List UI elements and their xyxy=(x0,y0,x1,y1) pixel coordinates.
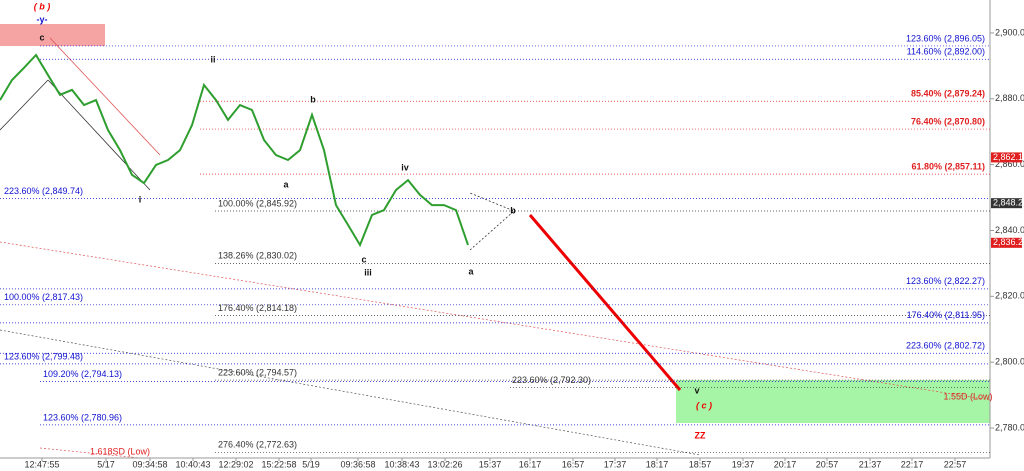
projection-arrow xyxy=(528,214,682,391)
wave-label: ZZ xyxy=(695,430,706,440)
fib-label: 100.00% (2,817.43) xyxy=(4,292,83,302)
target-zone-top xyxy=(0,24,105,46)
fib-label: 223.60% (2,794.57) xyxy=(218,367,297,377)
channel-line xyxy=(47,79,151,191)
wave-label: 1.618SD (Low) xyxy=(90,446,150,456)
fib-label: 109.20% (2,794.13) xyxy=(43,369,122,379)
channel-line xyxy=(49,37,161,156)
x-tick-label: 19:37 xyxy=(732,459,755,469)
fib-label: 138.26% (2,830.02) xyxy=(218,251,297,261)
wave-label: c xyxy=(361,254,366,264)
y-tick-label: 2,900.00 xyxy=(995,27,1024,37)
wave-label: v xyxy=(694,385,699,395)
x-tick-label: 10:40:43 xyxy=(175,459,210,469)
wave-label: b xyxy=(510,205,516,215)
wave-label: 1.55D (Low) xyxy=(943,391,992,401)
trend-line xyxy=(0,241,991,401)
x-tick-label: 15:22:58 xyxy=(261,459,296,469)
fib-label: 76.40% (2,870.80) xyxy=(911,116,985,126)
price-tag-label: 2,848.29 xyxy=(993,198,1024,208)
x-tick-label: 10:38:43 xyxy=(384,459,419,469)
channel-line xyxy=(0,79,49,131)
price-tag xyxy=(991,198,1022,209)
x-tick-label: 15:37 xyxy=(479,459,502,469)
x-tick-label: 09:34:58 xyxy=(132,459,167,469)
y-tick-label: 2,860.00 xyxy=(995,159,1024,169)
price-tag-label: 2,862.19 xyxy=(993,152,1024,162)
fib-label: 176.40% (2,814.18) xyxy=(218,303,297,313)
x-tick-label: 21:37 xyxy=(859,459,882,469)
x-tick-label: 16:17 xyxy=(519,459,542,469)
wave-label: b xyxy=(310,94,316,104)
fib-label: 223.60% (2,802.72) xyxy=(906,341,985,351)
trend-line xyxy=(0,329,701,456)
y-tick-label: 2,840.00 xyxy=(995,225,1024,235)
x-tick-label: 20:17 xyxy=(774,459,797,469)
x-tick-label: 12:29:02 xyxy=(218,459,253,469)
x-tick-label: 16:57 xyxy=(562,459,585,469)
y-tick-label: 2,780.00 xyxy=(995,422,1024,432)
x-tick-label: 18:17 xyxy=(646,459,669,469)
x-tick-label: 22:17 xyxy=(901,459,924,469)
trend-line xyxy=(39,447,141,459)
fib-label: 123.60% (2,822.27) xyxy=(906,276,985,286)
fib-label: 61.80% (2,857.11) xyxy=(911,162,985,172)
wave-label: ii xyxy=(210,54,215,64)
wave-label: iv xyxy=(401,162,409,172)
price-tag xyxy=(991,237,1022,248)
fib-label: 123.60% (2,799.48) xyxy=(4,351,83,361)
fib-label: 100.00% (2,845.92) xyxy=(218,198,297,208)
x-tick-label: 22:57 xyxy=(944,459,967,469)
x-tick-label: 09:36:58 xyxy=(340,459,375,469)
x-tick-label: 18:57 xyxy=(689,459,712,469)
price-tag xyxy=(991,152,1022,163)
x-tick-label: 12:47:55 xyxy=(24,459,59,469)
x-tick-label: 20:57 xyxy=(816,459,839,469)
fib-label: 85.40% (2,879.24) xyxy=(911,89,985,99)
price-line xyxy=(0,53,469,248)
wave-label: c xyxy=(39,32,44,42)
fib-label: 176.40% (2,811.95) xyxy=(907,310,985,320)
x-tick-label: 5/19 xyxy=(302,459,320,469)
y-tick-label: 2,800.00 xyxy=(995,357,1024,367)
y-tick-label: 2,880.00 xyxy=(995,93,1024,103)
fib-label: 223.60% (2,849.74) xyxy=(4,186,83,196)
fib-label: 123.60% (2,780.96) xyxy=(43,412,122,422)
wave-label: ( c ) xyxy=(696,400,712,410)
wave-label: i xyxy=(139,194,142,204)
x-tick-label: 17:37 xyxy=(604,459,627,469)
y-tick-label: 2,820.00 xyxy=(995,291,1024,301)
price-tag-label: 2,836.25 xyxy=(993,237,1024,247)
fib-label: 223.60% (2,792.30) xyxy=(512,375,591,385)
wave-label: ( b ) xyxy=(34,1,51,11)
wave-label: iii xyxy=(364,267,372,277)
x-tick-label: 13:02:26 xyxy=(427,459,462,469)
wave-label: -y- xyxy=(37,14,48,24)
fib-label: 114.60% (2,892.00) xyxy=(907,47,985,57)
fib-label: 123.60% (2,896.05) xyxy=(906,33,985,43)
target-zone-bottom xyxy=(676,380,990,423)
wave-label: a xyxy=(283,179,289,189)
fib-label: 276.40% (2,772.63) xyxy=(218,440,297,450)
wave-label: a xyxy=(468,266,474,276)
x-tick-label: 5/17 xyxy=(97,459,115,469)
